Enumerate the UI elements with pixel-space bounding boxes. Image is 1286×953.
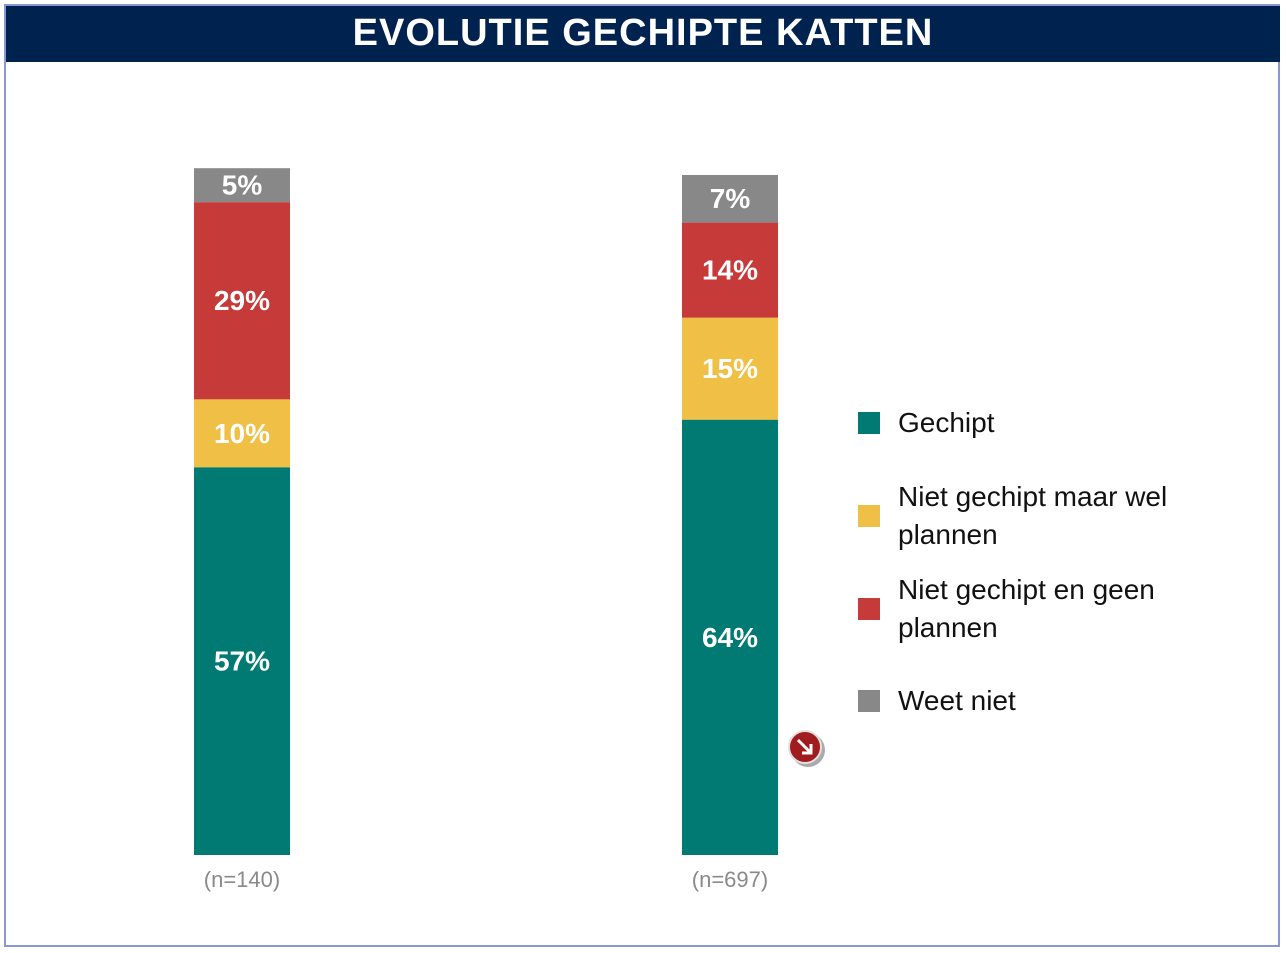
title-bar xyxy=(6,6,1280,62)
bar-segment xyxy=(194,202,290,400)
chart-title: EVOLUTIE GECHIPTE KATTEN xyxy=(352,12,934,54)
bar-segment xyxy=(682,175,778,223)
bar-segment xyxy=(682,419,778,855)
bar-segment xyxy=(682,222,778,318)
legend-item: Niet gechipt en geen plannen xyxy=(858,571,1238,647)
legend-item: Niet gechipt maar wel plannen xyxy=(858,478,1238,554)
data-label: 5% xyxy=(222,170,263,201)
change-indicator xyxy=(788,730,825,767)
legend-label: Niet gechipt maar wel plannen xyxy=(898,481,1168,550)
legend-item: Weet niet xyxy=(858,682,1238,720)
bar-segment xyxy=(194,467,290,855)
legend-item: Gechipt xyxy=(858,404,1238,442)
bar-segment xyxy=(194,168,290,203)
legend-label: Gechipt xyxy=(898,407,995,438)
data-label: 29% xyxy=(214,285,270,316)
data-label: 10% xyxy=(214,418,270,449)
legend-label: Niet gechipt en geen plannen xyxy=(898,574,1155,643)
x-tick-label: (n=140) xyxy=(204,867,280,892)
legend-swatch xyxy=(858,598,880,620)
legend-swatch xyxy=(858,505,880,527)
data-label: 15% xyxy=(702,353,758,384)
data-label: 14% xyxy=(702,255,758,286)
data-label: 57% xyxy=(214,646,270,677)
legend-label: Weet niet xyxy=(898,685,1016,716)
data-label: 64% xyxy=(702,622,758,653)
x-tick-label: (n=697) xyxy=(692,867,768,892)
legend-swatch xyxy=(858,412,880,434)
bar-segment xyxy=(194,399,290,468)
bar-segment xyxy=(682,317,778,420)
legend-swatch xyxy=(858,690,880,712)
data-label: 7% xyxy=(710,183,751,214)
